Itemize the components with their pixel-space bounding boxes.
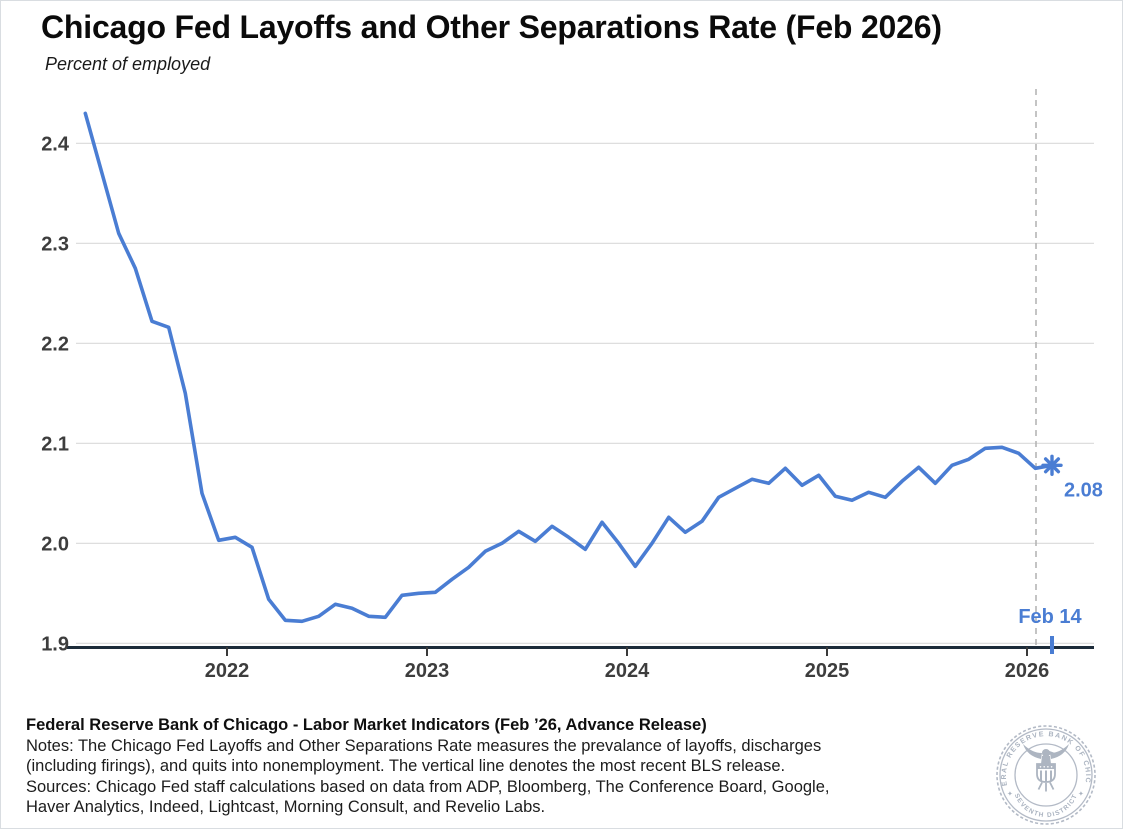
x-tick-label: 2023: [405, 660, 450, 682]
y-axis-unit-label: Percent of employed: [45, 54, 211, 74]
seal-star-left: ✦: [1007, 790, 1013, 798]
seal-star-right: ✦: [1078, 790, 1084, 798]
seal-outer-ring: [999, 728, 1093, 822]
notes-line-1: Notes: The Chicago Fed Layoffs and Other…: [26, 736, 822, 755]
seal-eagle-icon: [1023, 744, 1069, 792]
x-tick-label: 2025: [805, 660, 850, 682]
chart-footer: Federal Reserve Bank of Chicago - Labor …: [26, 715, 981, 818]
x-tick-label: 2026: [1005, 660, 1050, 682]
release-date-label: Feb 14: [1018, 606, 1082, 628]
y-tick-label: 2.2: [41, 333, 69, 355]
source-credit: Federal Reserve Bank of Chicago - Labor …: [26, 716, 707, 734]
sources-line-1: Sources: Chicago Fed staff calculations …: [26, 777, 830, 796]
seal-scalloped-edge: [996, 725, 1096, 825]
layoffs-rate-line: [83, 111, 1054, 624]
x-tick-label: 2024: [605, 660, 650, 682]
y-tick-label: 2.3: [41, 233, 69, 255]
chicago-fed-seal-icon: FEDERAL RESERVE BANK OF CHICAGO SEVENTH …: [994, 723, 1096, 825]
x-tick-label: 2022: [205, 660, 250, 682]
y-tick-label: 2.4: [41, 133, 70, 155]
y-tick-label: 1.9: [41, 633, 69, 655]
notes-line-2: (including firings), and quits into none…: [26, 757, 786, 776]
sources-line-2: Haver Analytics, Indeed, Lightcast, Morn…: [26, 798, 546, 817]
page-title: Chicago Fed Layoffs and Other Separation…: [41, 9, 942, 45]
endpoint-asterisk-marker: [1041, 454, 1063, 476]
endpoint-value-label: 2.08: [1064, 479, 1103, 501]
seal-inner-ring: [1014, 743, 1078, 807]
y-tick-label: 2.1: [41, 433, 69, 455]
y-tick-label: 2.0: [41, 533, 69, 555]
layoffs-rate-chart: 2022 2023 2024 2025 2026 2.4 2.3 2.2 2.1 2.0 1.9 Fe…: [41, 89, 1103, 682]
